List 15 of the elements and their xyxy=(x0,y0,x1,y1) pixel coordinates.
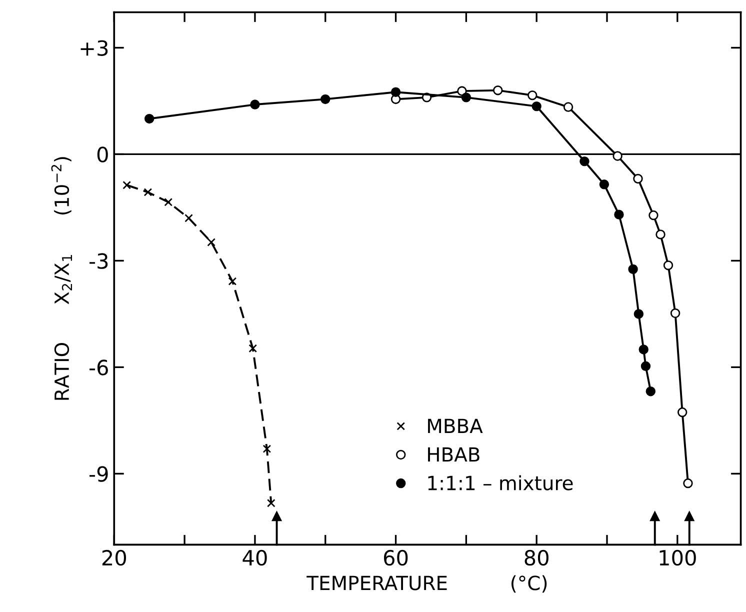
y-tick-label: +3 xyxy=(80,40,108,56)
x-tick-label: 20 xyxy=(102,550,126,566)
x-axis-title: TEMPERATURE (°C) xyxy=(306,575,547,593)
y-tick-label: -6 xyxy=(90,360,108,376)
x-tick-label: 80 xyxy=(524,550,548,566)
x-tick-label: 100 xyxy=(660,550,696,566)
x-tick-label: 40 xyxy=(242,550,267,566)
y-tick-label: 0 xyxy=(97,146,108,162)
x-tick-label: 60 xyxy=(384,550,408,566)
legend-label: HBAB xyxy=(428,447,480,462)
legend-label: 1:1:1 – mixture xyxy=(428,475,573,490)
text: RATIO X$_{2}$/X$_{1}$ (10$^{−2}$) xyxy=(51,157,72,400)
legend-label: MBBA xyxy=(428,418,483,433)
y-tick-label: -3 xyxy=(90,253,108,269)
y-tick-label: -9 xyxy=(90,466,108,482)
